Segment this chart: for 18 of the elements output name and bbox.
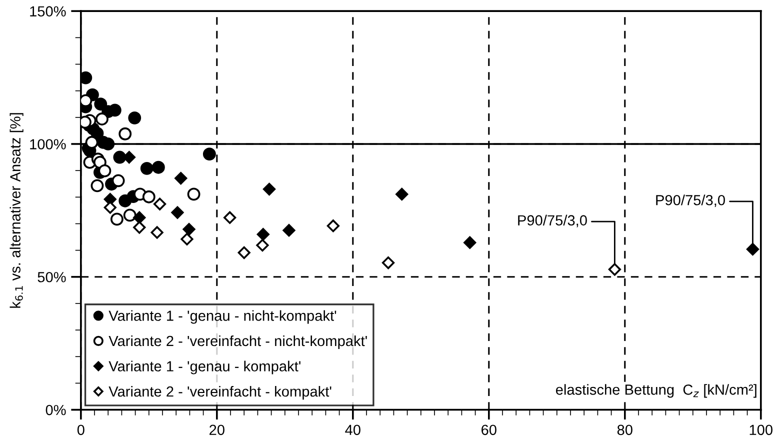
annotation: P90/75/3,0 — [656, 194, 725, 208]
x-tick-label: 40 — [345, 424, 360, 436]
x-tick-label: 80 — [617, 424, 632, 436]
y-tick-label: 0% — [46, 404, 66, 416]
y-tick-label: 50% — [38, 272, 66, 282]
x-tick-label: 100 — [750, 424, 772, 436]
legend-label: Variante 2 - 'vereinfacht - nicht-kompakt' — [108, 335, 367, 350]
x-tick-label: 0 — [77, 424, 84, 436]
legend-label: Variante 1 - 'genau - kompakt' — [108, 360, 300, 374]
legend-label: Variante 2 - 'vereinfacht - kompakt' — [108, 386, 332, 400]
y-tick-label: 100% — [30, 139, 66, 150]
x-axis-title: elastische Bettung C$_{z}$ [kN/cm²] — [556, 384, 756, 398]
y-axis-title: k$_{6.1}$ vs. alternativer Ansatz [%] — [10, 113, 24, 308]
y-tick-label: 150% — [30, 6, 66, 17]
annotation: P90/75/3,0 — [518, 214, 587, 228]
legend-label: Variante 1 - 'genau - nicht-kompakt' — [108, 310, 336, 324]
x-tick-label: 60 — [482, 424, 496, 436]
x-tick-label: 20 — [210, 424, 224, 436]
